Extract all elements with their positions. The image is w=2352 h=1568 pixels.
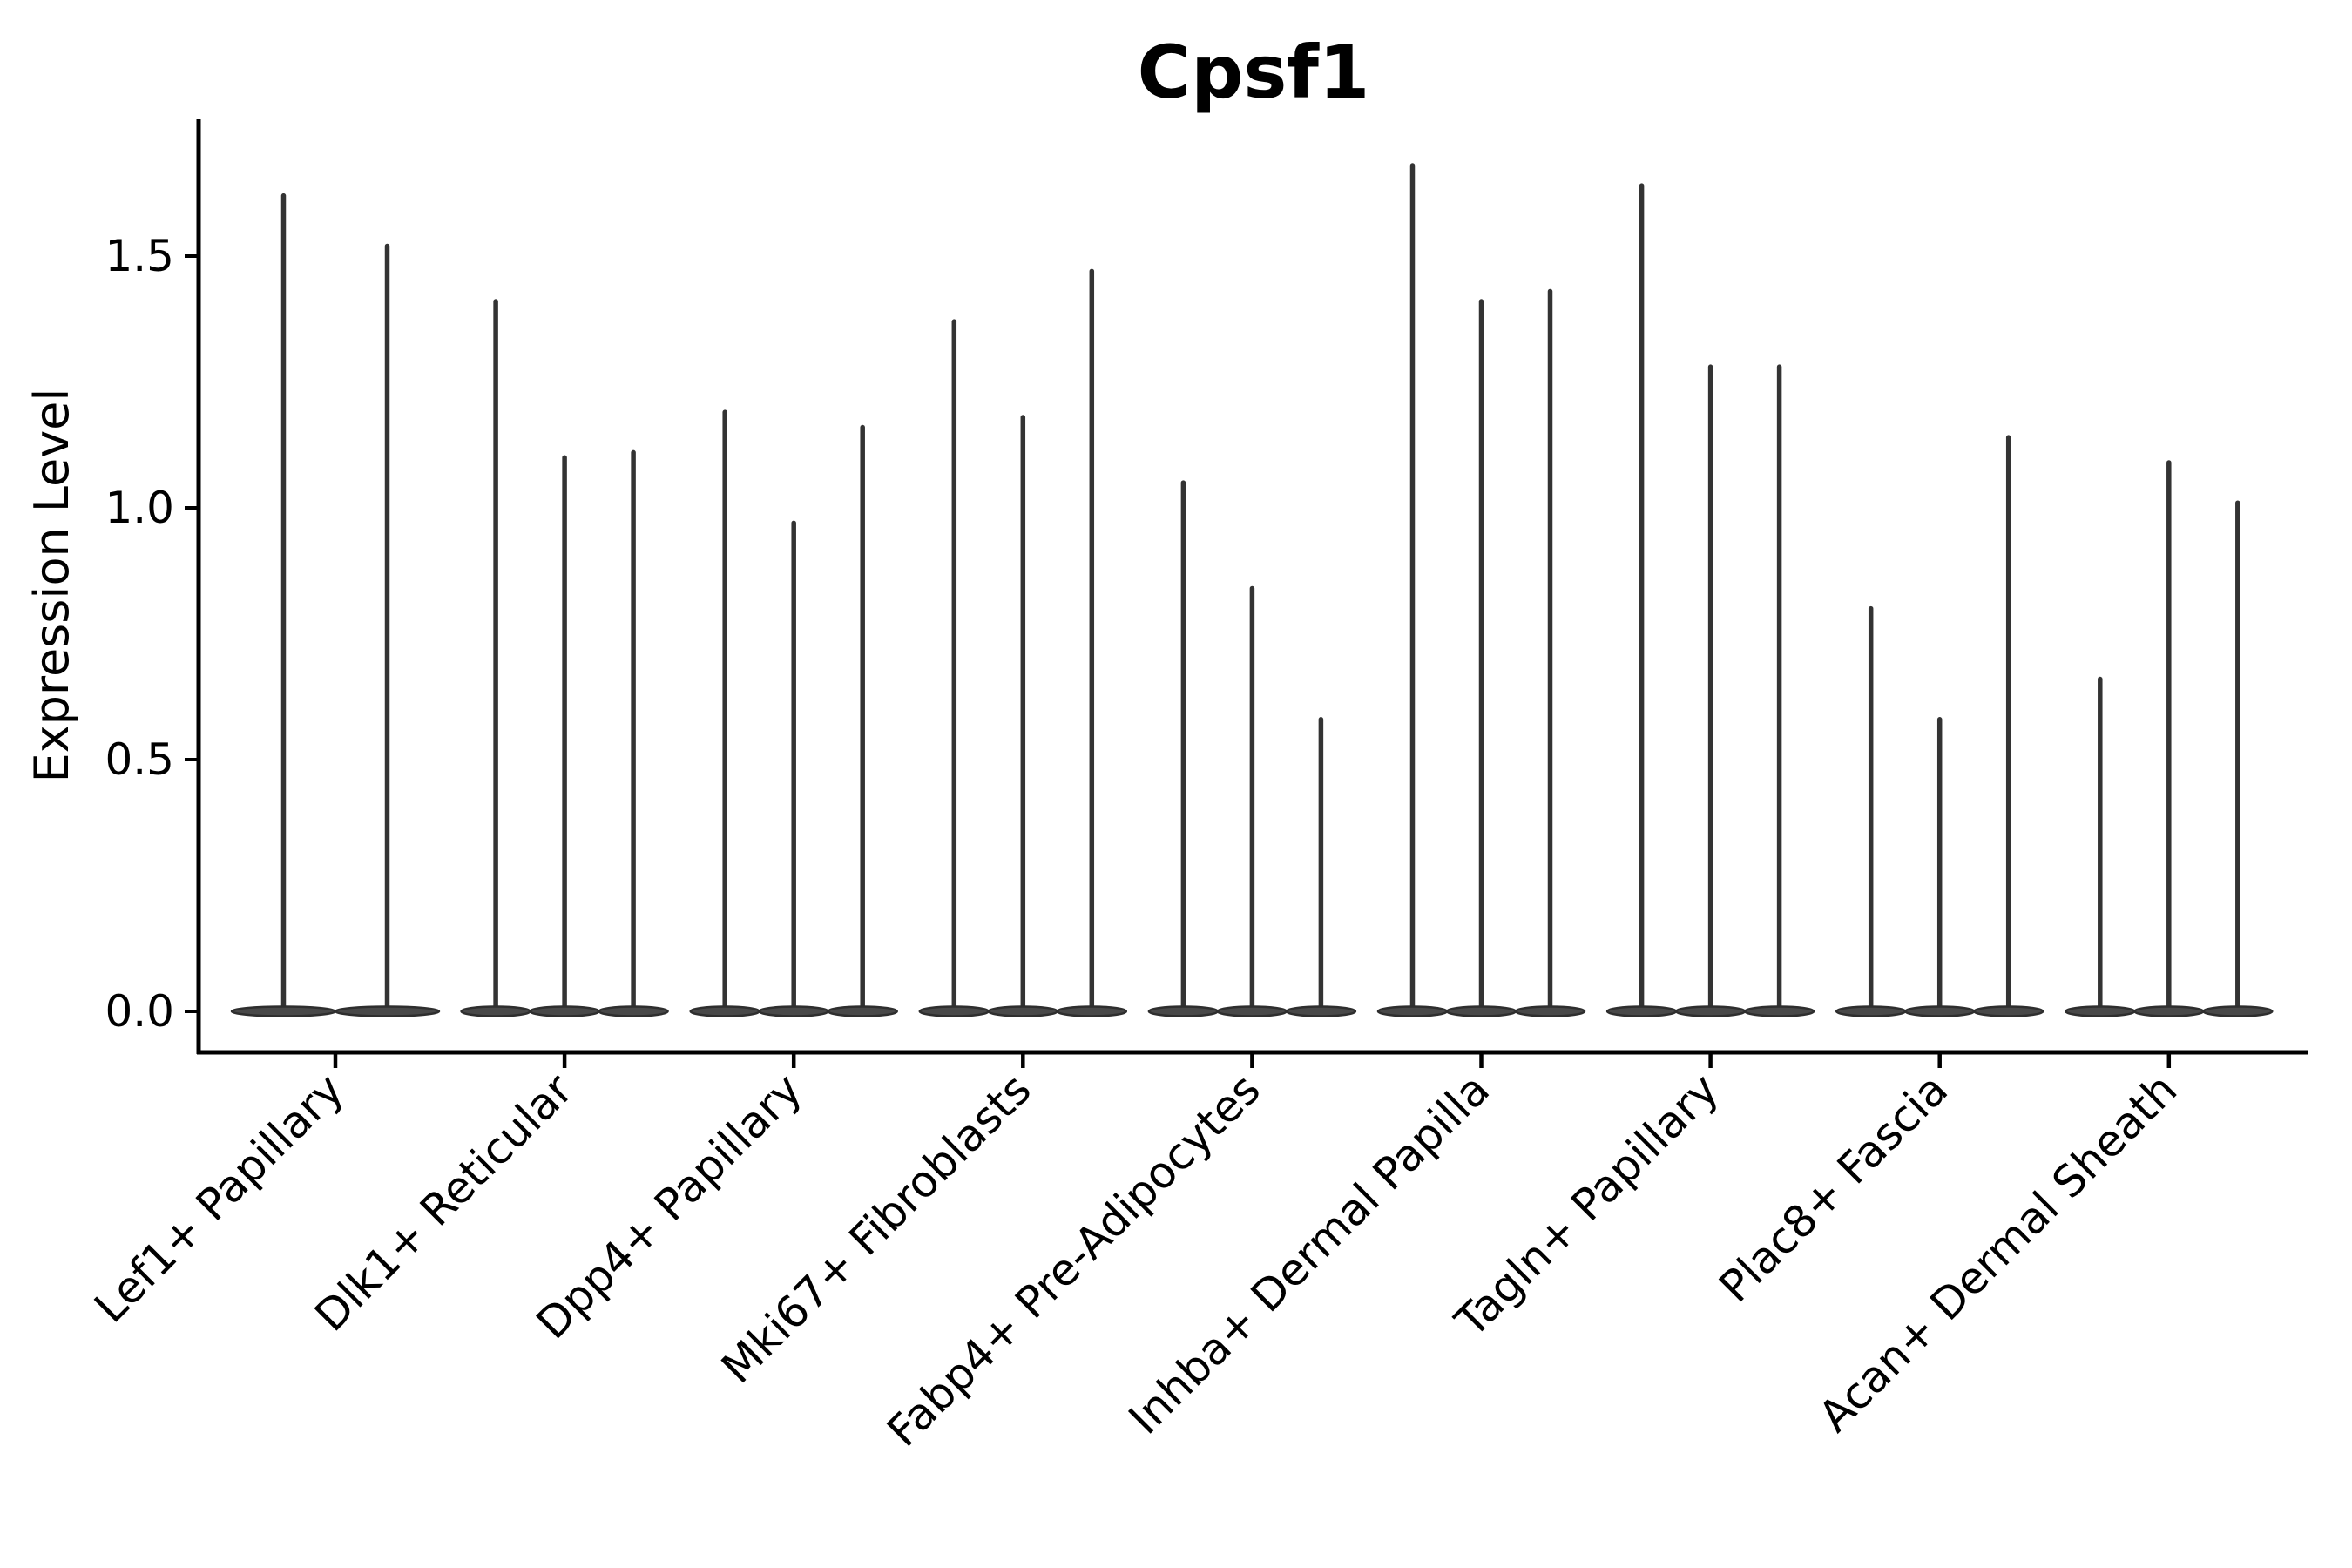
violin-body xyxy=(1216,1005,1288,1017)
violin-body xyxy=(987,1005,1059,1017)
x-tick-label: Plac8+ Fascia xyxy=(1709,1064,1957,1312)
violin-body xyxy=(1835,1005,1907,1017)
violin-body xyxy=(529,1005,600,1017)
violin-body xyxy=(689,1005,760,1017)
x-tick-label: Lef1+ Papillary xyxy=(84,1064,353,1332)
violin-body xyxy=(1743,1005,1815,1017)
violin-body xyxy=(230,1005,337,1017)
violin-body xyxy=(1972,1005,2044,1017)
violin-body xyxy=(827,1005,898,1017)
violin-body xyxy=(1147,1005,1220,1017)
violin-body xyxy=(1903,1005,1976,1017)
violin-body xyxy=(918,1005,990,1017)
violin-body xyxy=(334,1005,441,1017)
y-tick-label: 0.0 xyxy=(105,986,174,1037)
x-tick-label: Fabp4+ Pre-Adipocytes xyxy=(877,1064,1270,1456)
y-tick-label: 0.5 xyxy=(105,734,174,785)
violin-body xyxy=(758,1005,829,1017)
violin-body xyxy=(1605,1005,1678,1017)
violin-body xyxy=(1514,1005,1586,1017)
violins-layer xyxy=(230,163,2274,1017)
violin-body xyxy=(1445,1005,1517,1017)
y-tick-label: 1.5 xyxy=(105,231,174,281)
violin-body xyxy=(1674,1005,1747,1017)
violin-body xyxy=(2133,1005,2205,1017)
violin-body xyxy=(598,1005,669,1017)
violin-body xyxy=(1376,1005,1449,1017)
y-tick-label: 1.0 xyxy=(105,483,174,533)
violin-body xyxy=(460,1005,531,1017)
violin-body xyxy=(2202,1005,2274,1017)
y-axis-label: Expression Level xyxy=(24,389,79,783)
violin-body xyxy=(2065,1005,2136,1017)
violin-body xyxy=(1056,1005,1128,1017)
chart-title: Cpsf1 xyxy=(1138,30,1370,115)
violin-body xyxy=(1285,1005,1357,1017)
